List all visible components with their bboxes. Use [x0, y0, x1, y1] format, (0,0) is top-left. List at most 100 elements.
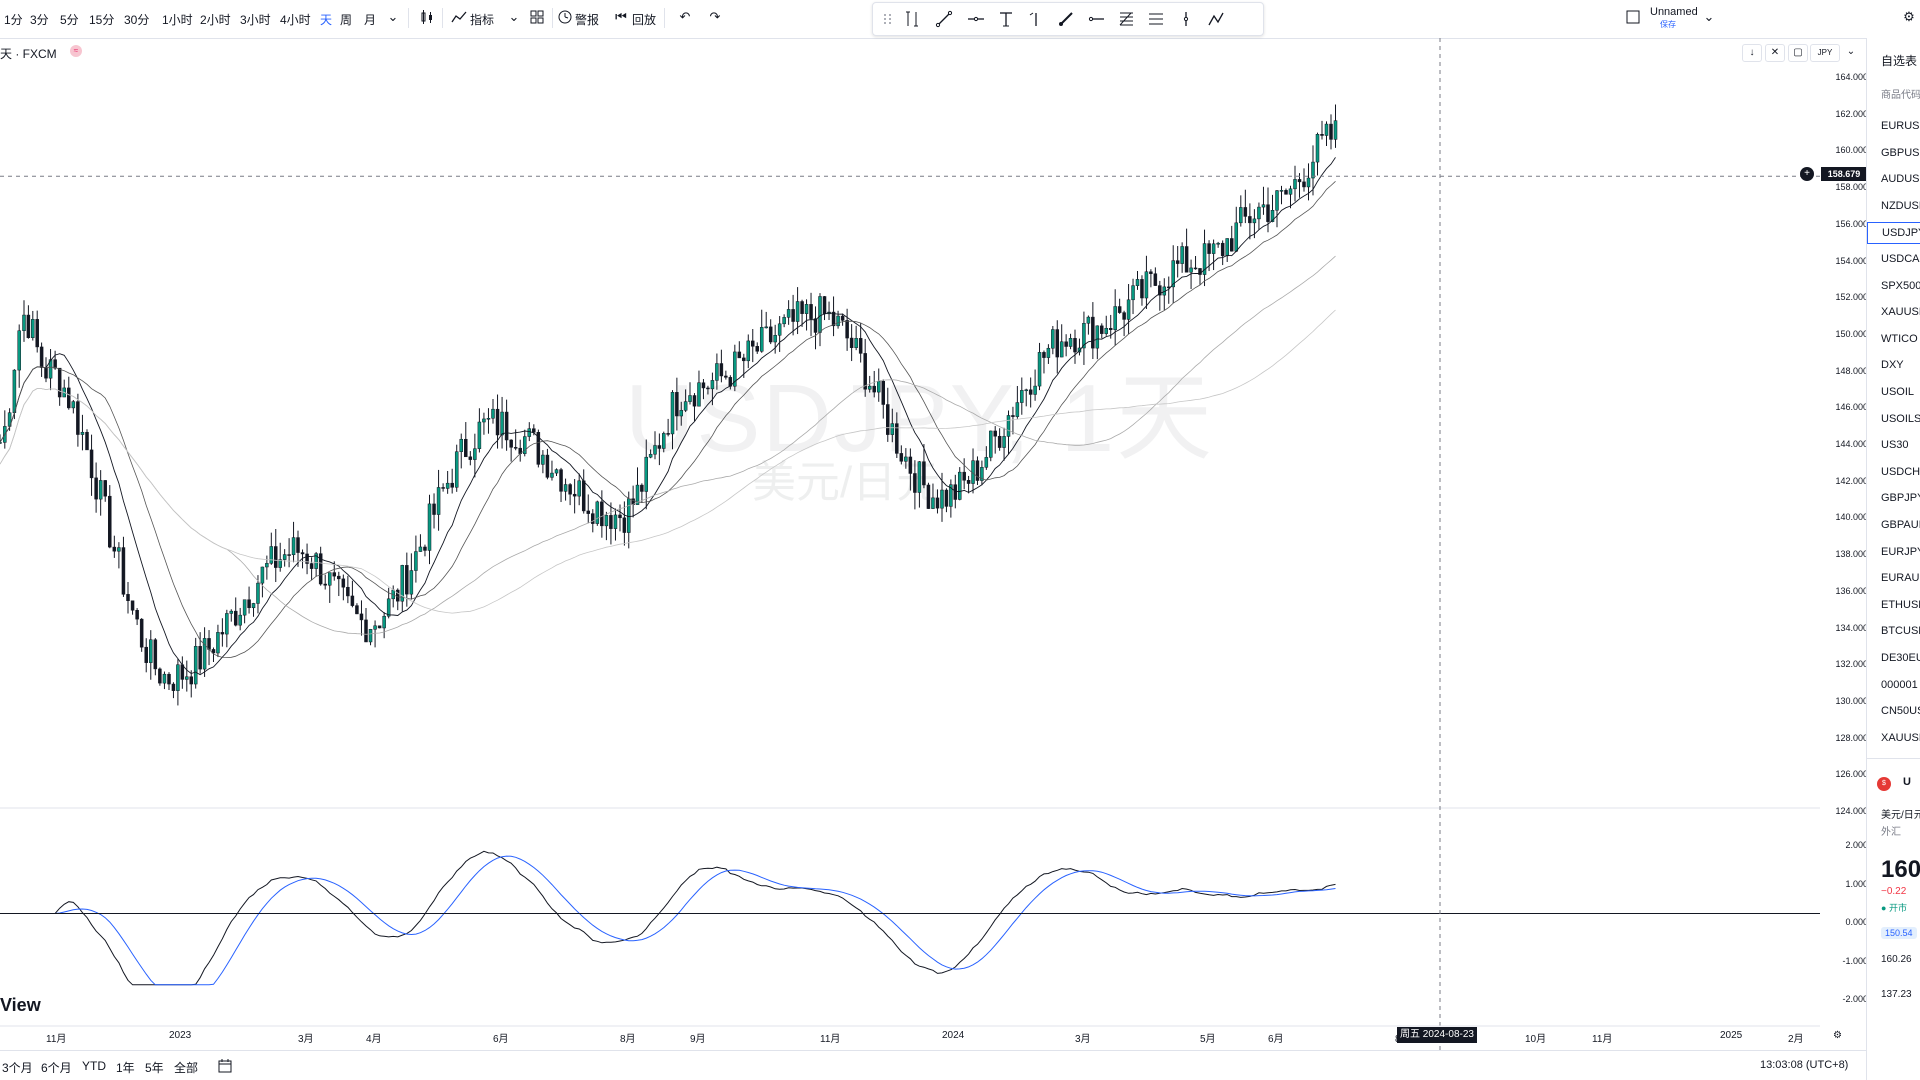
- range-6m[interactable]: 6个月: [41, 1061, 72, 1075]
- arrow-down-icon[interactable]: ↓: [1742, 44, 1762, 62]
- chart-settings-icon[interactable]: ⚙: [1833, 1030, 1842, 1041]
- watchlist-item[interactable]: WTICO: [1881, 332, 1918, 345]
- watchlist-item[interactable]: EURUSD: [1881, 120, 1920, 132]
- templates-icon[interactable]: [528, 8, 546, 26]
- fib-retracement-icon[interactable]: [1117, 10, 1135, 28]
- watchlist-item[interactable]: GBPAUD: [1881, 519, 1920, 531]
- watchlist-item[interactable]: ETHUSD: [1881, 598, 1920, 611]
- undo-icon[interactable]: ↶: [679, 9, 691, 24]
- watchlist-item[interactable]: CN50USD: [1881, 705, 1920, 718]
- price-chart[interactable]: [0, 38, 1820, 1050]
- candle: [644, 456, 648, 492]
- clock[interactable]: 13:03:08 (UTC+8): [1760, 1059, 1849, 1071]
- watchlist-item[interactable]: DXY: [1881, 359, 1904, 372]
- watchlist-item[interactable]: EURJPY: [1881, 545, 1920, 558]
- path-icon[interactable]: [1207, 10, 1225, 28]
- parallel-channel-icon[interactable]: [1147, 10, 1165, 28]
- range-1y[interactable]: 1年: [116, 1061, 135, 1075]
- time-axis-label: 11月: [46, 1034, 67, 1045]
- candle: [697, 382, 701, 407]
- timeframe-2h[interactable]: 2小时: [200, 13, 231, 27]
- timeframe-1d[interactable]: 天: [320, 13, 333, 27]
- candle: [180, 664, 185, 680]
- alert-icon[interactable]: [556, 8, 574, 26]
- candle: [666, 433, 670, 435]
- price-axis-label: 142.000: [1835, 475, 1868, 486]
- watchlist-item[interactable]: NZDUSD: [1881, 199, 1920, 212]
- watchlist-item[interactable]: SPX500: [1881, 279, 1920, 292]
- currency-selector[interactable]: JPY: [1810, 44, 1840, 62]
- timeframe-1m[interactable]: 1分: [4, 13, 23, 27]
- timeframe-4h[interactable]: 4小时: [280, 13, 311, 27]
- layout-name[interactable]: Unnamed: [1650, 6, 1698, 18]
- candle: [683, 401, 688, 411]
- watchlist-item[interactable]: EURAUD: [1881, 572, 1920, 585]
- redo-icon[interactable]: ↷: [709, 9, 721, 24]
- candle: [595, 501, 600, 524]
- watchlist-item[interactable]: US30: [1881, 439, 1909, 452]
- horizontal-line-icon[interactable]: [967, 10, 985, 28]
- watchlist-item[interactable]: USOILSPOT: [1881, 412, 1920, 425]
- watchlist-item[interactable]: 000001: [1881, 678, 1918, 691]
- candle: [818, 296, 822, 333]
- candle: [737, 351, 742, 359]
- chevron-down-icon[interactable]: ⌄: [387, 9, 399, 24]
- candle: [899, 453, 904, 462]
- candle-type-icon[interactable]: [418, 8, 436, 26]
- watchlist-item[interactable]: USDCAD: [1881, 253, 1920, 265]
- candle: [238, 614, 242, 626]
- watchlist-item[interactable]: XAUUSD: [1881, 306, 1920, 319]
- candle: [957, 471, 962, 500]
- drag-handle-icon[interactable]: [879, 10, 897, 28]
- watchlist-item[interactable]: GBPUSD: [1881, 146, 1920, 159]
- timeframe-3m[interactable]: 3分: [30, 13, 49, 27]
- timeframe-30m[interactable]: 30分: [124, 13, 150, 27]
- vertical-ray-icon[interactable]: [1025, 10, 1043, 28]
- alert-button[interactable]: 警报: [575, 13, 600, 27]
- candle: [67, 387, 71, 409]
- range-ytd[interactable]: YTD: [82, 1059, 106, 1073]
- range-all[interactable]: 全部: [174, 1061, 199, 1075]
- settings-icon[interactable]: ⚙: [1903, 9, 1915, 24]
- watchlist-item[interactable]: DE30EUR: [1881, 652, 1920, 664]
- text-tool-icon[interactable]: [997, 10, 1015, 28]
- candle: [202, 638, 207, 670]
- trend-line-icon[interactable]: [935, 10, 953, 28]
- indicators-button[interactable]: 指标: [470, 13, 495, 27]
- chevron-down-icon[interactable]: ⌄: [508, 9, 520, 24]
- symbol-title[interactable]: 天 · FXCM: [0, 47, 57, 61]
- candle: [1149, 271, 1153, 274]
- candle: [242, 599, 247, 616]
- replay-button[interactable]: 回放: [632, 13, 657, 27]
- restore-icon[interactable]: ▢: [1788, 44, 1808, 62]
- add-alert-icon[interactable]: +: [1800, 167, 1814, 181]
- layout-icon[interactable]: [1624, 8, 1642, 26]
- date-range-icon[interactable]: [218, 1059, 234, 1076]
- ray-icon[interactable]: [1087, 10, 1105, 28]
- range-3m[interactable]: 3个月: [2, 1061, 33, 1075]
- timeframe-15m[interactable]: 15分: [89, 13, 115, 27]
- timeframe-1M[interactable]: 月: [364, 13, 377, 27]
- watchlist-item[interactable]: AUDUSD: [1881, 173, 1920, 186]
- range-5y[interactable]: 5年: [145, 1061, 164, 1075]
- watchlist-item[interactable]: USDCHF: [1881, 465, 1920, 478]
- timeframe-1w[interactable]: 周: [340, 13, 353, 27]
- watchlist-item[interactable]: USDJPY: [1867, 222, 1920, 245]
- timeframe-3h[interactable]: 3小时: [240, 13, 271, 27]
- watchlist-title[interactable]: 自选表: [1881, 54, 1918, 68]
- replay-icon[interactable]: ⏮: [615, 9, 627, 24]
- watchlist-item[interactable]: GBPJPY: [1881, 492, 1920, 505]
- watchlist-item[interactable]: USOIL: [1881, 386, 1915, 398]
- chevron-down-icon[interactable]: ⌄: [1842, 44, 1860, 60]
- indicators-icon[interactable]: [450, 8, 468, 26]
- chevron-down-icon[interactable]: ⌄: [1703, 9, 1715, 24]
- brush-icon[interactable]: [1057, 10, 1075, 28]
- candle: [332, 572, 337, 577]
- timeframe-1h[interactable]: 1小时: [162, 13, 193, 27]
- watchlist-item[interactable]: XAUUSD: [1881, 731, 1920, 744]
- timeframe-5m[interactable]: 5分: [60, 13, 79, 27]
- collapse-icon[interactable]: ✕: [1765, 44, 1785, 62]
- vertical-line-icon[interactable]: [1177, 10, 1195, 28]
- price-range-icon[interactable]: [903, 10, 921, 28]
